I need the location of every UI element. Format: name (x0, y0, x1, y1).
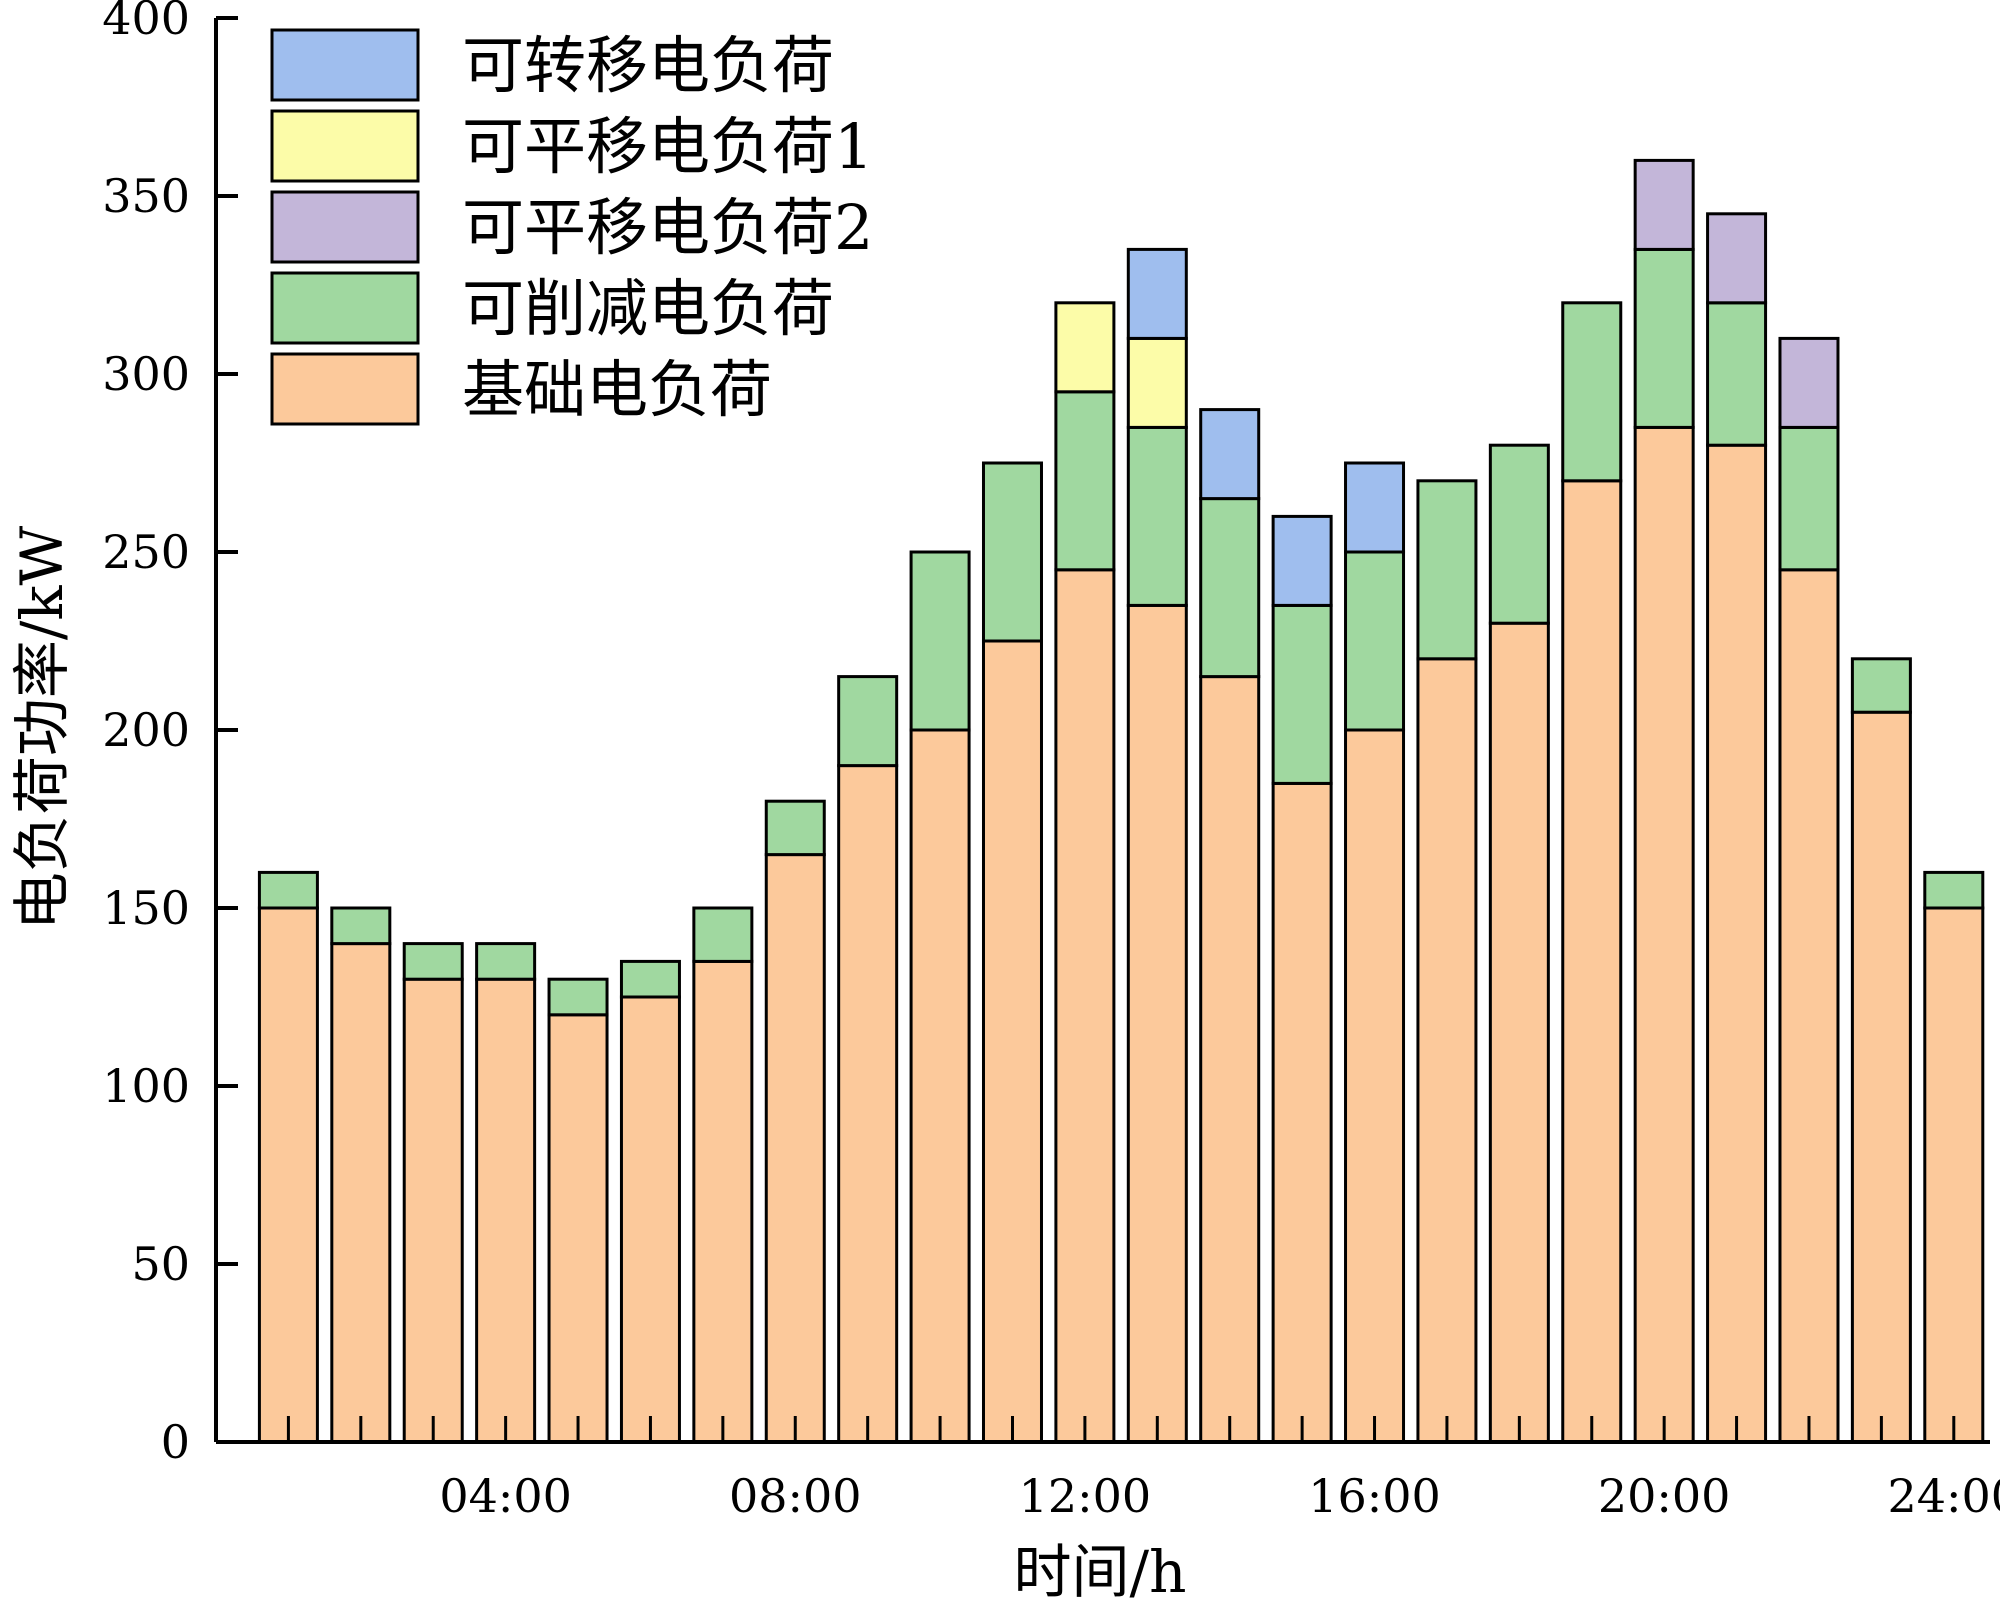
bar-segment-h6-s0 (619, 995, 681, 1444)
legend-label-1: 可平移电负荷1 (462, 110, 873, 183)
bar-segment-h6-s1 (619, 959, 681, 999)
legend-label-2: 可平移电负荷2 (462, 191, 873, 264)
bar-segment-h15-s1 (1271, 603, 1333, 785)
legend-label-4: 基础电负荷 (462, 353, 772, 426)
legend-swatch-4 (270, 352, 420, 426)
bar-segment-h9-s0 (837, 764, 899, 1444)
bar-segment-h1-s0 (257, 906, 319, 1444)
bar-segment-h19-s1 (1561, 301, 1623, 483)
bar-segment-h13-s1 (1126, 425, 1188, 607)
bars-group (257, 158, 1985, 1444)
y-axis-title: 电负荷功率/kW (8, 525, 76, 930)
bar-segment-h15-s4 (1271, 514, 1333, 607)
x-tick-label-20: 20:00 (1598, 1469, 1731, 1523)
bar-segment-h5-s1 (547, 977, 609, 1017)
y-tick-label-0: 0 (161, 1415, 190, 1469)
bar-segment-h22-s1 (1778, 425, 1840, 572)
bar-segment-h15-s0 (1271, 781, 1333, 1444)
bar-segment-h3-s1 (402, 942, 464, 981)
bar-segment-h24-s0 (1923, 906, 1985, 1444)
y-tick-label-250: 250 (102, 525, 190, 579)
legend-label-3: 可削减电负荷 (462, 272, 834, 345)
legend-swatch-0 (270, 28, 420, 102)
bar-segment-h23-s1 (1850, 657, 1912, 714)
bar-segment-h2-s1 (330, 906, 392, 946)
legend-swatch-2 (270, 190, 420, 264)
legend-swatch-1 (270, 109, 420, 183)
bar-segment-h19-s0 (1561, 479, 1623, 1444)
bar-segment-h18-s1 (1488, 443, 1550, 625)
legend-label-0: 可转移电负荷 (462, 29, 834, 102)
bar-segment-h4-s0 (475, 977, 537, 1444)
legend-swatch-3 (270, 271, 420, 345)
bar-segment-h8-s0 (764, 853, 826, 1444)
bar-segment-h23-s0 (1850, 710, 1912, 1444)
bar-segment-h14-s4 (1199, 408, 1261, 501)
bar-segment-h22-s0 (1778, 568, 1840, 1444)
bar-segment-h20-s1 (1633, 247, 1695, 429)
bar-segment-h11-s0 (981, 639, 1043, 1444)
bar-segment-h14-s0 (1199, 675, 1261, 1444)
bar-segment-h16-s4 (1344, 461, 1406, 554)
bar-segment-h13-s0 (1126, 603, 1188, 1444)
bar-segment-h16-s0 (1344, 728, 1406, 1444)
y-tick-label-150: 150 (102, 881, 190, 935)
bar-segment-h17-s0 (1416, 657, 1478, 1444)
x-tick-label-16: 16:00 (1308, 1469, 1441, 1523)
x-tick-label-24: 24:00 (1888, 1469, 2000, 1523)
bar-segment-h12-s3 (1054, 301, 1116, 394)
bar-segment-h16-s1 (1344, 550, 1406, 732)
bar-segment-h21-s0 (1706, 443, 1768, 1444)
x-tick-label-4: 04:00 (439, 1469, 572, 1523)
bar-segment-h11-s1 (981, 461, 1043, 643)
bar-segment-h7-s0 (692, 959, 754, 1444)
bar-segment-h24-s1 (1923, 870, 1985, 910)
bar-segment-h2-s0 (330, 942, 392, 1444)
axes-group: 0 50 100 150 200 250 300 350 400 04:00 08:00 12:00 1… (102, 0, 2000, 1523)
y-tick-label-400: 400 (102, 0, 190, 45)
bar-segment-h10-s1 (909, 550, 971, 732)
y-tick-label-300: 300 (102, 347, 190, 401)
bar-segment-h12-s0 (1054, 568, 1116, 1444)
bar-segment-h21-s1 (1706, 301, 1768, 447)
bar-segment-h5-s0 (547, 1013, 609, 1444)
y-tick-label-50: 50 (131, 1237, 190, 1291)
bar-segment-h4-s1 (475, 942, 537, 981)
bar-segment-h18-s0 (1488, 621, 1550, 1444)
bar-segment-h1-s1 (257, 870, 319, 910)
bar-segment-h22-s2 (1778, 336, 1840, 429)
bar-segment-h12-s1 (1054, 390, 1116, 572)
x-tick-label-12: 12:00 (1019, 1469, 1152, 1523)
bar-segment-h17-s1 (1416, 479, 1478, 661)
bar-segment-h13-s3 (1126, 336, 1188, 429)
bar-segment-h10-s0 (909, 728, 971, 1444)
bar-segment-h20-s2 (1633, 158, 1695, 251)
y-tick-label-200: 200 (102, 703, 190, 757)
bar-segment-h21-s2 (1706, 212, 1768, 305)
bar-segment-h7-s1 (692, 906, 754, 963)
x-tick-label-8: 08:00 (729, 1469, 862, 1523)
bar-segment-h3-s0 (402, 977, 464, 1444)
bar-segment-h20-s0 (1633, 425, 1695, 1444)
bar-segment-h14-s1 (1199, 497, 1261, 679)
bar-segment-h8-s1 (764, 799, 826, 857)
bar-segment-h9-s1 (837, 675, 899, 768)
bar-segment-h13-s4 (1126, 247, 1188, 340)
y-tick-label-350: 350 (102, 169, 190, 223)
x-axis-title: 时间/h (1014, 1538, 1187, 1606)
y-tick-label-100: 100 (102, 1059, 190, 1113)
